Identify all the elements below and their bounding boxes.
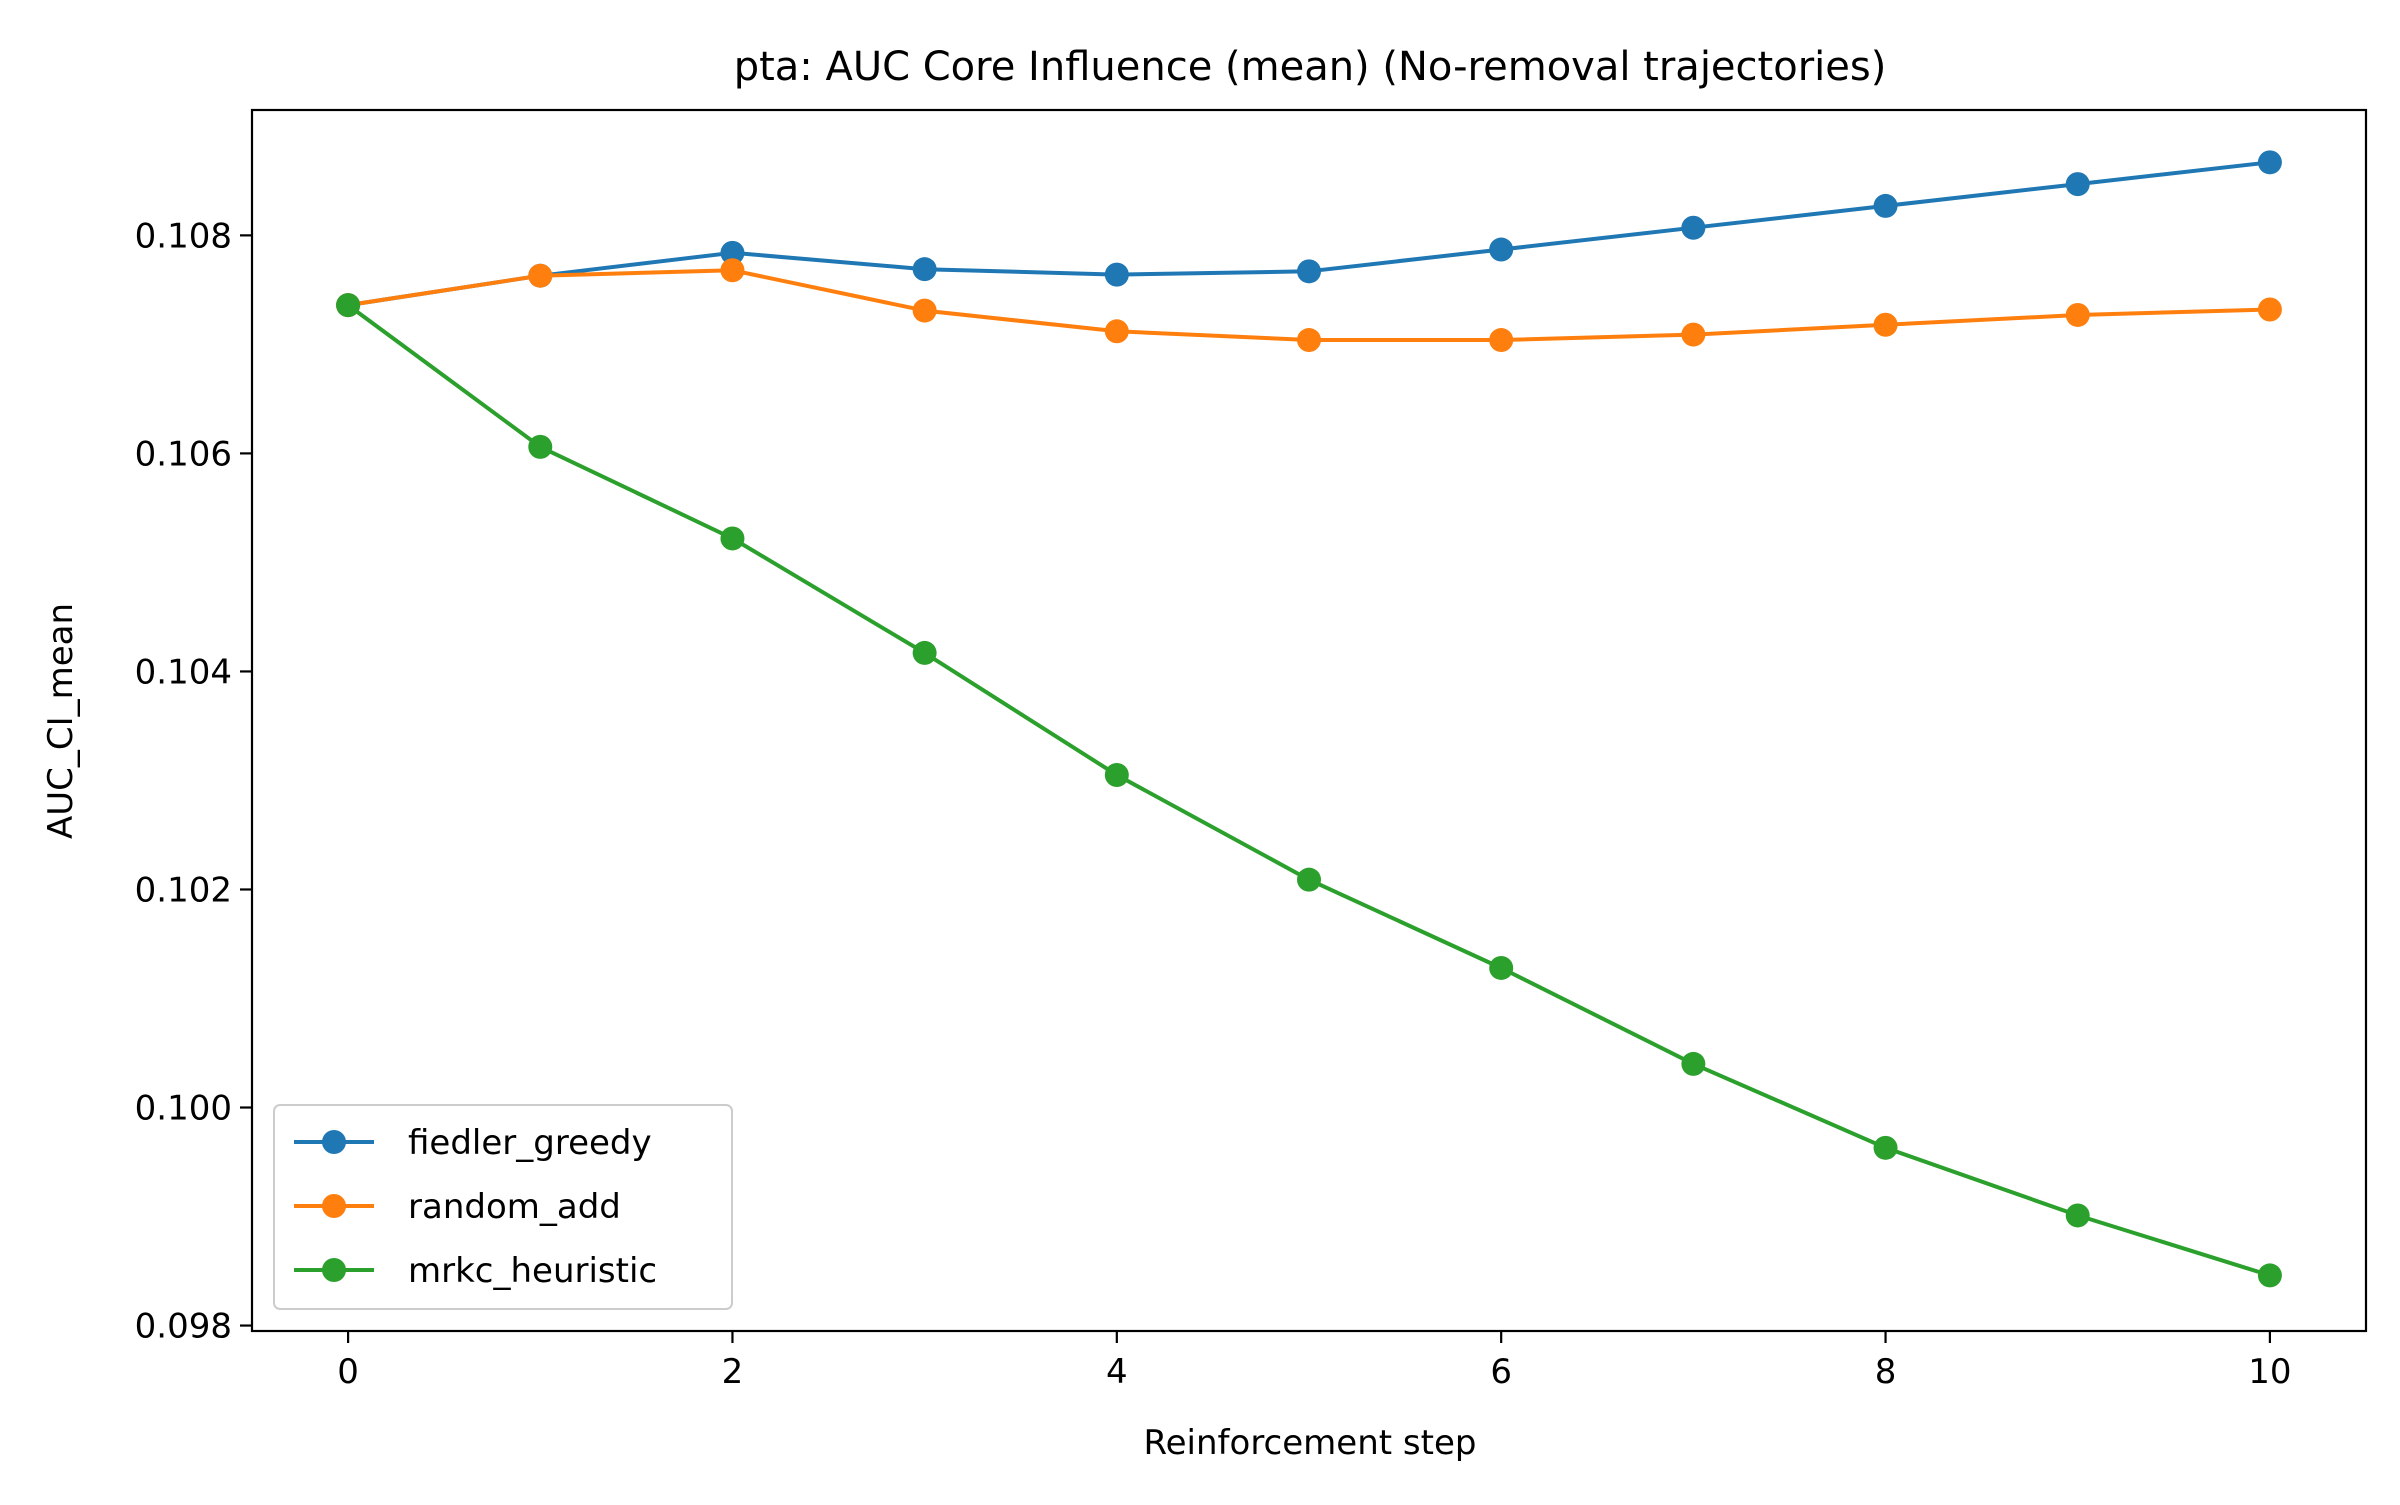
data-point-random_add (720, 258, 745, 283)
legend-label-random_add: random_add (408, 1187, 621, 1227)
x-tick-label: 4 (1106, 1352, 1128, 1392)
data-point-random_add (1489, 328, 1514, 353)
x-tick-label: 2 (722, 1352, 744, 1392)
x-tick-label: 8 (1875, 1352, 1897, 1392)
data-point-fiedler_greedy (912, 257, 937, 282)
data-point-mrkc_heuristic (912, 640, 937, 665)
data-point-mrkc_heuristic (2257, 1263, 2282, 1288)
data-point-mrkc_heuristic (1681, 1051, 1706, 1076)
data-point-random_add (912, 298, 937, 323)
legend-box (273, 1104, 733, 1310)
y-tick-label: 0.108 (135, 216, 232, 256)
data-point-fiedler_greedy (1489, 237, 1514, 262)
data-point-fiedler_greedy (1297, 259, 1321, 284)
legend-marker-mrkc_heuristic (322, 1258, 346, 1282)
data-point-fiedler_greedy (1681, 215, 1706, 240)
legend-marker-fiedler_greedy (322, 1130, 346, 1154)
plot-area: 0 2 4 6 8 10 0.098 0.100 0.102 0.104 0.106 0.108 (135, 108, 2368, 1392)
data-point-mrkc_heuristic (2065, 1203, 2090, 1228)
x-tick-label: 0 (337, 1352, 359, 1392)
data-point-mrkc_heuristic (1297, 867, 1321, 892)
data-point-random_add (528, 263, 553, 288)
data-point-fiedler_greedy (2257, 150, 2282, 175)
data-point-random_add (1104, 319, 1129, 344)
data-point-mrkc_heuristic (720, 526, 745, 551)
axes-frame (250, 108, 2368, 1333)
data-point-random_add (2065, 302, 2090, 327)
x-tick-label: 6 (1490, 1352, 1512, 1392)
data-point-mrkc_heuristic (528, 434, 553, 459)
data-point-mrkc_heuristic (1873, 1135, 1898, 1160)
data-point-fiedler_greedy (1873, 193, 1898, 218)
data-point-mrkc_heuristic (336, 293, 361, 318)
data-point-fiedler_greedy (2065, 172, 2090, 197)
x-axis-label: Reinforcement step (1144, 1423, 1477, 1463)
x-tick-label: 10 (2248, 1352, 2291, 1392)
data-point-mrkc_heuristic (1104, 763, 1129, 788)
y-tick-label: 0.102 (135, 870, 232, 910)
y-tick-label: 0.104 (135, 652, 232, 692)
y-tick-label: 0.106 (135, 434, 232, 474)
legend: fiedler_greedy random_add mrkc_heuristic (273, 1104, 733, 1310)
y-tick-label: 0.098 (135, 1307, 232, 1347)
data-point-random_add (1297, 328, 1321, 353)
legend-marker-random_add (322, 1194, 346, 1218)
data-point-mrkc_heuristic (1489, 955, 1514, 980)
data-point-random_add (2257, 297, 2282, 322)
data-point-random_add (1681, 322, 1706, 347)
y-tick-label: 0.100 (135, 1089, 232, 1129)
legend-label-mrkc_heuristic: mrkc_heuristic (408, 1251, 657, 1291)
data-point-fiedler_greedy (1104, 262, 1129, 287)
data-point-fiedler_greedy (720, 240, 745, 265)
legend-label-fiedler_greedy: fiedler_greedy (408, 1123, 652, 1163)
data-point-random_add (1873, 312, 1898, 337)
y-axis-label: AUC_CI_mean (41, 603, 81, 839)
chart-title: pta: AUC Core Influence (mean) (No-remov… (734, 44, 1887, 90)
series-mrkc_heuristic (336, 293, 2282, 1288)
